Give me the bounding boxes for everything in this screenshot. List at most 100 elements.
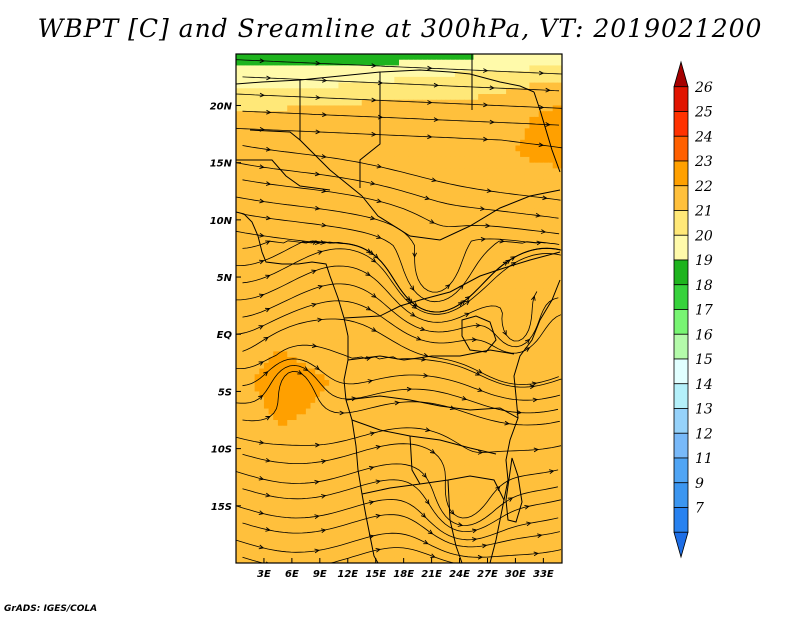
field-cell: [450, 214, 456, 221]
field-cell: [487, 254, 493, 261]
field-cell: [389, 94, 395, 101]
field-cell: [515, 311, 521, 318]
field-cell: [538, 122, 544, 129]
field-cell: [291, 214, 298, 221]
field-cell: [301, 379, 307, 387]
field-cell: [240, 59, 246, 67]
field-cell: [506, 214, 512, 221]
field-cell: [431, 71, 437, 78]
field-cell: [557, 145, 562, 152]
field-cell: [287, 277, 293, 284]
field-cell: [380, 156, 386, 164]
field-cell: [329, 442, 335, 450]
field-cell: [343, 334, 349, 341]
field-cell: [422, 414, 428, 421]
field-cell: [403, 414, 409, 421]
field-cell: [399, 414, 405, 421]
field-cell: [426, 202, 433, 210]
field-cell: [324, 225, 330, 232]
field-cell: [468, 414, 475, 421]
field-cell: [361, 76, 367, 84]
field-cell: [436, 305, 442, 312]
field-cell: [431, 185, 437, 192]
field-cell: [468, 402, 475, 410]
field-cell: [296, 225, 302, 232]
field-cell: [529, 208, 535, 215]
field-cell: [412, 219, 419, 227]
field-cell: [557, 128, 562, 135]
field-cell: [445, 248, 451, 255]
field-cell: [338, 202, 344, 210]
field-cell: [273, 391, 279, 398]
field-cell: [524, 88, 530, 95]
field-cell: [534, 185, 540, 192]
field-cell: [291, 116, 298, 124]
field-cell: [468, 357, 475, 364]
field-cell: [459, 151, 465, 158]
field-cell: [240, 99, 246, 107]
field-cell: [343, 259, 349, 267]
field-cell: [268, 231, 274, 238]
field-cell: [417, 379, 423, 387]
field-cell: [417, 437, 423, 444]
field-cell: [263, 385, 270, 393]
field-cell: [324, 219, 330, 227]
field-cell: [552, 99, 558, 107]
field-cell: [412, 168, 419, 175]
field-cell: [380, 402, 386, 410]
field-cell: [473, 174, 479, 181]
field-cell: [277, 162, 284, 169]
field-cell: [538, 196, 544, 204]
field-cell: [412, 179, 419, 187]
field-cell: [496, 437, 503, 444]
field-cell: [403, 408, 409, 415]
field-cell: [347, 128, 354, 135]
field-cell: [529, 368, 535, 375]
field-cell: [366, 116, 372, 124]
field-cell: [385, 134, 391, 141]
field-cell: [520, 277, 526, 284]
field-cell: [329, 174, 335, 181]
field-cell: [385, 254, 391, 261]
field-cell: [236, 379, 242, 387]
field-cell: [333, 271, 340, 278]
field-cell: [492, 196, 498, 204]
field-cell: [520, 431, 526, 438]
field-cell: [375, 162, 381, 169]
field-cell: [310, 391, 316, 398]
field-cell: [501, 99, 507, 107]
field-cell: [501, 122, 507, 129]
field-cell: [403, 328, 409, 335]
field-cell: [315, 162, 321, 169]
field-cell: [394, 214, 400, 221]
field-cell: [487, 454, 493, 461]
field-cell: [287, 179, 293, 187]
field-cell: [468, 379, 475, 387]
field-cell: [529, 191, 535, 198]
field-cell: [254, 397, 260, 404]
field-cell: [552, 334, 558, 341]
field-cell: [426, 111, 433, 118]
field-cell: [506, 328, 512, 335]
field-cell: [259, 208, 265, 215]
field-cell: [305, 168, 312, 175]
field-cell: [249, 277, 256, 284]
field-cell: [259, 305, 265, 312]
field-cell: [440, 294, 447, 301]
field-cell: [361, 202, 367, 210]
field-cell: [552, 54, 558, 61]
field-cell: [422, 351, 428, 358]
field-cell: [543, 322, 549, 330]
field-cell: [273, 122, 279, 129]
field-cell: [552, 311, 558, 318]
field-cell: [361, 362, 367, 370]
field-cell: [492, 94, 498, 101]
field-cell: [408, 88, 414, 95]
field-cell: [464, 128, 470, 135]
field-cell: [268, 54, 274, 61]
field-cell: [548, 311, 554, 318]
field-cell: [552, 231, 558, 238]
field-cell: [389, 448, 395, 455]
field-cell: [296, 122, 302, 129]
field-cell: [482, 191, 489, 198]
